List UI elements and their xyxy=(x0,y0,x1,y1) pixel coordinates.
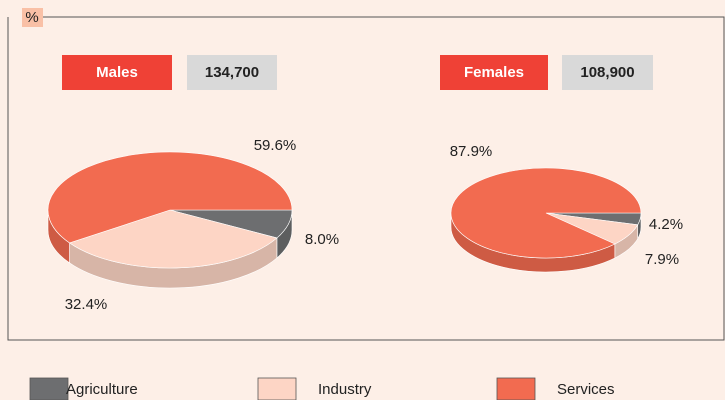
legend-swatch xyxy=(496,377,536,400)
value-label: 32.4% xyxy=(65,296,108,313)
title-box xyxy=(440,55,548,90)
value-label: 8.0% xyxy=(305,231,339,248)
unit-label: % xyxy=(25,9,38,26)
legend-swatch xyxy=(29,377,69,400)
chart-title: Males xyxy=(96,64,138,81)
legend-label: Agriculture xyxy=(66,381,138,398)
pie-slice xyxy=(450,167,642,259)
legend-swatch xyxy=(257,377,297,400)
chart-title: Females xyxy=(464,64,524,81)
total-label: 108,900 xyxy=(580,64,634,81)
total-box xyxy=(562,55,653,90)
legend-label: Services xyxy=(557,381,615,398)
value-label: 59.6% xyxy=(254,137,297,154)
value-label: 4.2% xyxy=(649,216,683,233)
title-box xyxy=(62,55,172,90)
frame xyxy=(7,16,725,341)
legend-label: Industry xyxy=(318,381,372,398)
value-label: 87.9% xyxy=(450,143,493,160)
pie-slice xyxy=(47,151,293,244)
unit-tab xyxy=(22,8,43,27)
total-box xyxy=(187,55,277,90)
total-label: 134,700 xyxy=(205,64,259,81)
value-label: 7.9% xyxy=(645,251,679,268)
pie-slice xyxy=(68,209,278,269)
